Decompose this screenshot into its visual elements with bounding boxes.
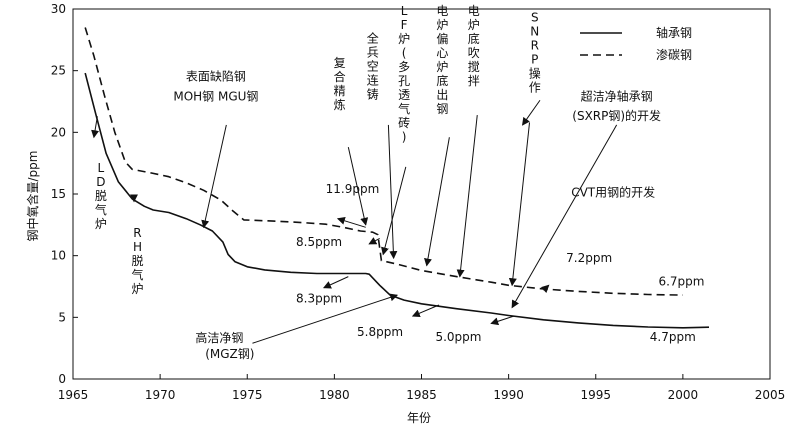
- value-label: 5.8ppm: [357, 325, 403, 339]
- series-line-carburized-steel: [84, 27, 683, 296]
- annotation-arrow: [387, 124, 398, 260]
- x-tick-label: 1995: [580, 388, 611, 402]
- plot-frame: [72, 8, 771, 380]
- value-label: 6.7ppm: [658, 274, 704, 288]
- annotation-arrow: [381, 166, 407, 256]
- x-tick-label: 2000: [668, 388, 699, 402]
- x-tick-label: 1965: [58, 388, 89, 402]
- y-tick-label: 25: [51, 64, 66, 78]
- y-tick-label: 30: [51, 2, 66, 16]
- x-tick-label: 1970: [145, 388, 176, 402]
- y-tick-label: 0: [58, 372, 66, 386]
- value-label: 11.9ppm: [326, 182, 380, 196]
- annotation-arrow: [411, 304, 440, 318]
- annotation-label: 超洁净轴承钢: [581, 88, 653, 103]
- annotation-arrows: [91, 99, 618, 344]
- annotation-label: L F 炉(多孔透气砖): [398, 4, 410, 144]
- value-label: 5.0ppm: [435, 330, 481, 344]
- series-lines: [84, 27, 710, 329]
- legend: 轴承钢 渗碳钢: [580, 25, 692, 62]
- series-line-bearing-steel: [84, 72, 710, 329]
- x-axis-label: 年份: [407, 411, 431, 424]
- annotation-arrow: [424, 137, 450, 267]
- annotation-label: 复合精炼: [334, 56, 346, 112]
- annotation-label: 表面缺陷钢: [186, 69, 246, 84]
- annotation-label: S N R P 操作: [529, 10, 541, 94]
- annotation-label: 电炉偏心炉底出钢: [436, 4, 448, 116]
- annotation-arrow: [347, 147, 369, 226]
- annotation-arrow: [490, 315, 515, 326]
- annotation-arrow: [336, 216, 366, 228]
- annotation-arrow: [91, 116, 100, 139]
- x-tick-label: 2005: [755, 388, 786, 402]
- annotation-arrow: [252, 293, 399, 344]
- annotation-label: (MGZ钢): [205, 347, 254, 361]
- annotation-arrow: [508, 122, 531, 287]
- y-tick-label: 10: [51, 249, 66, 263]
- annotation-label: 高洁净钢: [195, 330, 243, 345]
- annotation-label: R H 脱气炉: [131, 226, 143, 296]
- legend-label-carburized-steel: 渗碳钢: [656, 47, 692, 62]
- x-tick-label: 1980: [319, 388, 350, 402]
- annotation-label: 电炉底吹搅拌: [468, 4, 480, 88]
- annotation-label: CVT用钢的开发: [571, 184, 655, 199]
- annotation-label: (SXRP钢)的开发: [572, 108, 661, 123]
- y-tick-label: 5: [58, 310, 66, 324]
- annotation-arrow: [521, 99, 541, 126]
- value-label: 4.7ppm: [650, 330, 696, 344]
- x-tick-label: 1990: [493, 388, 524, 402]
- y-tick-label: 15: [51, 187, 66, 201]
- value-label: 8.5ppm: [296, 235, 342, 249]
- annotation-arrow: [456, 115, 478, 278]
- annotation-labels: 11.9ppm 8.5ppm 8.3ppm 5.8ppm 5.0ppm 7.2ppm 6.7…: [95, 4, 705, 361]
- x-ticks: 1965 1970 1975 1980 1985 1990 1995 2000 2005: [58, 374, 786, 402]
- value-label: 7.2ppm: [566, 251, 612, 265]
- value-label: 8.3ppm: [296, 292, 342, 306]
- y-tick-label: 20: [51, 125, 66, 139]
- annotation-arrow: [323, 276, 349, 289]
- legend-label-bearing-steel: 轴承钢: [656, 25, 692, 40]
- x-tick-label: 1985: [406, 388, 437, 402]
- annotation-label: 全兵空连铸: [367, 30, 379, 101]
- annotation-arrow: [511, 124, 618, 309]
- x-tick-label: 1975: [232, 388, 263, 402]
- y-ticks: 0 5 10 15 20 25 30: [51, 2, 78, 386]
- annotation-arrow: [540, 284, 550, 293]
- annotation-label: L D 脱气炉: [95, 161, 107, 231]
- annotation-arrow: [201, 124, 227, 229]
- annotation-arrow: [368, 237, 380, 245]
- annotation-label: MOH钢 MGU钢: [173, 89, 258, 103]
- y-axis-label: 钢中氧含量/ppm: [25, 151, 40, 242]
